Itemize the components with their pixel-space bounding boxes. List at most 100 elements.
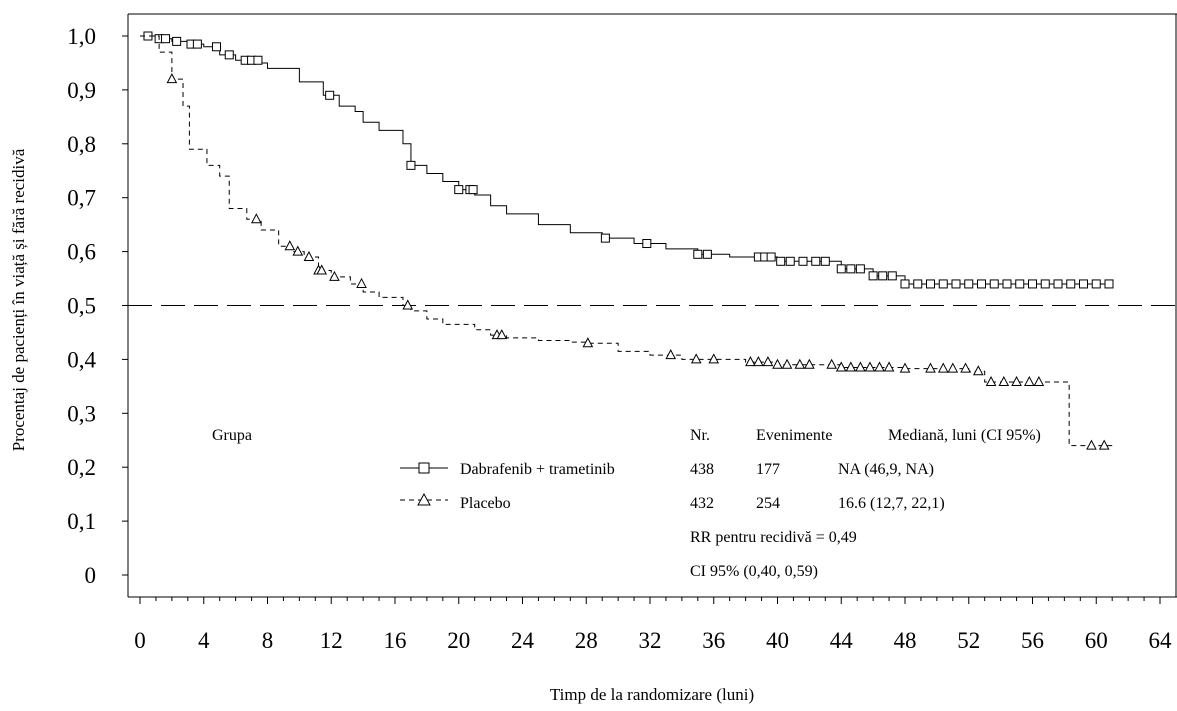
legend-events-dabrafenib: 177 <box>756 461 780 478</box>
y-tick-label: 0,7 <box>67 186 96 211</box>
y-axis-title: Procentaj de pacienți în viață și fără r… <box>9 148 28 451</box>
censor-mark-placebo <box>947 362 959 373</box>
censor-mark-placebo <box>855 361 866 372</box>
series-line-dabrafenib <box>140 35 1113 285</box>
censor-mark-dabrafenib <box>1015 279 1025 289</box>
y-tick-label: 0,2 <box>67 455 96 480</box>
censor-mark-placebo <box>1098 439 1110 450</box>
y-tick-label: 0,1 <box>67 509 96 534</box>
censor-mark-placebo <box>690 353 702 364</box>
legend-median-dabrafenib: NA (46,9, NA) <box>838 461 934 478</box>
censor-mark-placebo <box>864 361 876 372</box>
censor-mark-placebo <box>251 213 262 224</box>
censor-mark-placebo <box>582 337 594 348</box>
legend-events-placebo: 254 <box>756 495 780 512</box>
legend-n-dabrafenib: 438 <box>690 461 714 478</box>
censor-mark-placebo <box>937 362 949 373</box>
censor-mark-placebo <box>874 361 885 372</box>
censor-mark-placebo <box>998 375 1010 387</box>
x-tick-label: 44 <box>830 628 854 653</box>
censor-mark-dabrafenib <box>406 160 416 170</box>
censor-mark-placebo <box>284 240 296 251</box>
censor-mark-dabrafenib <box>785 256 795 266</box>
confidence-interval-text: CI 95% (0,40, 0,59) <box>690 563 818 580</box>
legend-header-events: Evenimente <box>756 427 832 444</box>
censor-mark-dabrafenib <box>855 264 865 274</box>
legend-n-placebo: 432 <box>690 495 714 512</box>
censor-mark-dabrafenib <box>1104 279 1114 289</box>
censor-mark-dabrafenib <box>1066 279 1076 289</box>
censor-mark-dabrafenib <box>161 34 170 44</box>
censor-mark-dabrafenib <box>224 50 234 60</box>
censor-mark-placebo <box>845 361 857 372</box>
censor-mark-dabrafenib <box>693 249 703 259</box>
x-tick-label: 4 <box>198 628 210 653</box>
censor-mark-placebo <box>329 270 340 281</box>
censor-mark-placebo <box>985 375 997 387</box>
censor-mark-placebo <box>1011 375 1022 387</box>
x-tick-label: 48 <box>894 628 917 653</box>
censor-mark-dabrafenib <box>172 36 182 46</box>
censor-mark-dabrafenib <box>1028 279 1037 289</box>
censor-mark-dabrafenib <box>1002 279 1012 289</box>
x-tick-label: 36 <box>702 628 725 653</box>
censor-mark-placebo <box>1033 375 1045 387</box>
censor-mark-placebo <box>292 245 304 256</box>
censor-mark-placebo <box>826 358 838 369</box>
y-tick-label: 0,3 <box>67 401 96 426</box>
y-tick-label: 0,9 <box>67 78 96 103</box>
censor-mark-dabrafenib <box>868 271 878 281</box>
censor-mark-dabrafenib <box>212 42 221 52</box>
censor-mark-placebo <box>835 361 847 372</box>
x-tick-label: 20 <box>447 628 470 653</box>
legend-header-n: Nr. <box>690 427 710 444</box>
legend-group-header: Grupa <box>212 427 252 444</box>
y-tick-label: 0,6 <box>67 240 96 265</box>
censor-mark-dabrafenib <box>846 264 856 274</box>
x-tick-label: 28 <box>575 628 598 653</box>
x-tick-label: 32 <box>639 628 662 653</box>
censor-mark-placebo <box>496 329 508 340</box>
censor-mark-dabrafenib <box>600 233 610 243</box>
censor-mark-placebo <box>708 353 720 364</box>
legend-label-dabrafenib: Dabrafenib + trametinib <box>460 461 615 478</box>
censor-mark-placebo <box>925 362 936 373</box>
y-tick-label: 0,8 <box>67 132 96 157</box>
censor-mark-dabrafenib <box>325 90 335 100</box>
censor-mark-placebo <box>665 349 677 360</box>
censor-mark-dabrafenib <box>454 185 464 195</box>
legend-header-median: Mediană, luni (CI 95%) <box>888 427 1041 444</box>
censor-mark-placebo <box>402 299 414 310</box>
censor-mark-dabrafenib <box>798 256 808 266</box>
censor-mark-dabrafenib <box>702 249 712 259</box>
x-tick-label: 16 <box>384 628 407 653</box>
censor-mark-dabrafenib <box>878 271 888 281</box>
censor-mark-dabrafenib <box>468 185 478 195</box>
x-tick-label: 0 <box>134 628 146 653</box>
x-ticks: 0 4 8 12 16 20 24 28 32 36 40 44 48 52 56 60 64 <box>134 597 1172 653</box>
x-tick-label: 40 <box>766 628 789 653</box>
censor-mark-placebo <box>166 73 178 84</box>
censor-mark-dabrafenib <box>253 55 263 65</box>
censor-mark-placebo <box>316 264 328 275</box>
y-tick-label: 0 <box>85 563 97 588</box>
x-tick-label: 24 <box>511 628 535 653</box>
series-line-placebo <box>140 35 1113 447</box>
censor-mark-dabrafenib <box>811 256 821 266</box>
censor-mark-placebo <box>1023 375 1035 387</box>
censor-mark-dabrafenib <box>836 264 846 274</box>
series-placebo <box>140 35 1113 450</box>
censor-mark-dabrafenib <box>820 256 830 266</box>
censor-mark-placebo <box>804 358 815 369</box>
censor-mark-placebo <box>899 362 911 373</box>
censor-mark-placebo <box>1086 439 1097 450</box>
legend-median-placebo: 16.6 (12,7, 22,1) <box>838 495 945 512</box>
legend-table: Grupa Nr. Evenimente Mediană, luni (CI 9… <box>212 427 1041 580</box>
censor-mark-placebo <box>762 356 774 367</box>
x-tick-label: 8 <box>262 628 274 653</box>
censor-mark-placebo <box>356 277 367 288</box>
censor-mark-placebo <box>794 358 806 369</box>
censor-mark-dabrafenib <box>926 279 935 289</box>
censor-mark-dabrafenib <box>964 279 974 289</box>
